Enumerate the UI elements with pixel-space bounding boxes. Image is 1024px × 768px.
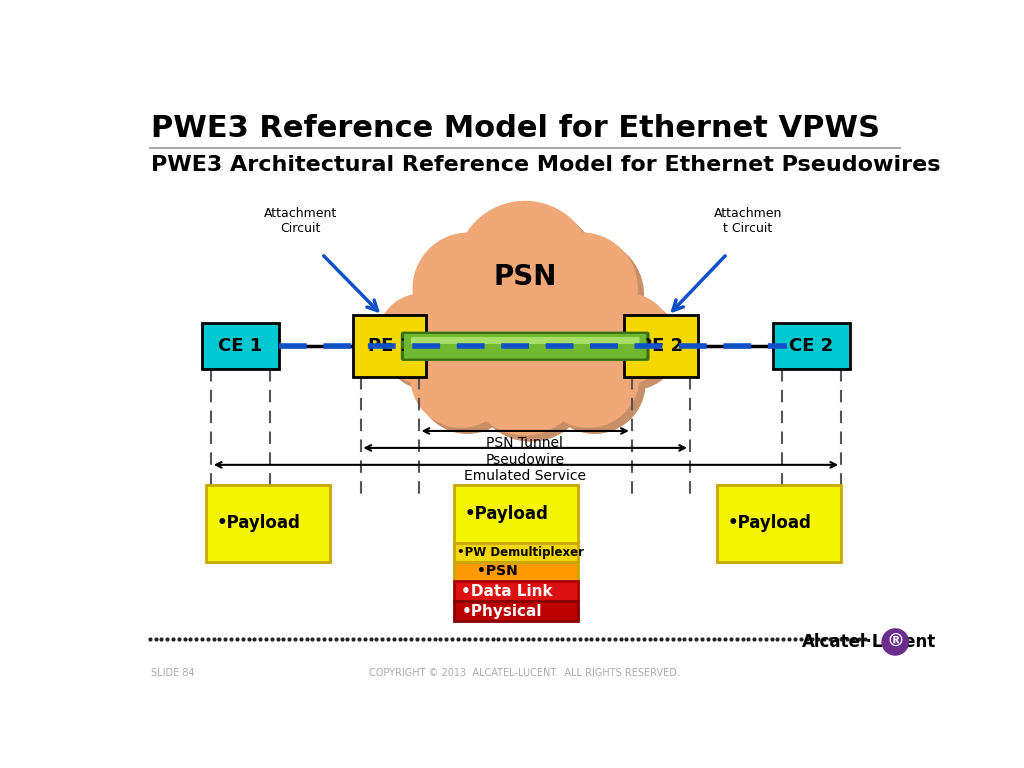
- Circle shape: [378, 294, 467, 383]
- FancyBboxPatch shape: [454, 562, 578, 581]
- FancyBboxPatch shape: [624, 316, 697, 377]
- Text: Emulated Service: Emulated Service: [464, 469, 586, 484]
- FancyBboxPatch shape: [454, 485, 578, 543]
- Circle shape: [535, 293, 630, 389]
- Circle shape: [428, 248, 549, 368]
- Text: Pseudowire: Pseudowire: [485, 452, 564, 466]
- Circle shape: [538, 327, 639, 427]
- Circle shape: [467, 319, 583, 435]
- FancyBboxPatch shape: [773, 323, 850, 369]
- Circle shape: [473, 326, 589, 441]
- Circle shape: [583, 294, 672, 383]
- Circle shape: [431, 293, 527, 389]
- Text: •PSN: •PSN: [477, 564, 517, 578]
- Text: •Payload: •Payload: [728, 515, 812, 532]
- Text: PSN: PSN: [494, 263, 556, 291]
- FancyBboxPatch shape: [202, 323, 280, 369]
- FancyBboxPatch shape: [717, 485, 841, 562]
- Circle shape: [544, 333, 645, 433]
- Circle shape: [882, 629, 908, 655]
- Text: Alcatel·Lucent: Alcatel·Lucent: [802, 633, 937, 651]
- Text: COPYRIGHT © 2013  ALCATEL-LUCENT.  ALL RIGHTS RESERVED.: COPYRIGHT © 2013 ALCATEL-LUCENT. ALL RIG…: [370, 668, 680, 678]
- Circle shape: [425, 287, 521, 382]
- Circle shape: [508, 254, 629, 374]
- FancyBboxPatch shape: [411, 337, 640, 344]
- Text: PE 1: PE 1: [368, 337, 412, 356]
- Text: SLIDE 84: SLIDE 84: [152, 668, 195, 678]
- Text: PE 2: PE 2: [639, 337, 683, 356]
- Text: PWE3 Architectural Reference Model for Ethernet Pseudowires: PWE3 Architectural Reference Model for E…: [152, 155, 941, 175]
- Circle shape: [414, 233, 524, 344]
- Circle shape: [502, 248, 623, 368]
- Circle shape: [384, 300, 474, 389]
- Circle shape: [420, 239, 531, 350]
- Circle shape: [531, 239, 643, 350]
- Circle shape: [461, 260, 589, 386]
- Text: •PW Demultiplexer: •PW Demultiplexer: [458, 546, 585, 559]
- Text: •Payload: •Payload: [464, 505, 548, 523]
- Circle shape: [525, 233, 637, 344]
- Text: Attachment
Circuit: Attachment Circuit: [263, 207, 337, 234]
- FancyBboxPatch shape: [400, 332, 649, 361]
- Text: •Data Link: •Data Link: [461, 584, 553, 598]
- Text: ®: ®: [886, 633, 904, 651]
- FancyBboxPatch shape: [454, 581, 578, 601]
- FancyBboxPatch shape: [454, 601, 578, 621]
- Text: •Payload: •Payload: [216, 515, 300, 532]
- Text: •Physical: •Physical: [461, 604, 542, 619]
- Circle shape: [589, 300, 678, 389]
- Circle shape: [411, 327, 512, 427]
- Circle shape: [528, 287, 624, 382]
- FancyBboxPatch shape: [403, 334, 646, 359]
- Text: PSN Tunnel: PSN Tunnel: [486, 435, 563, 449]
- Circle shape: [434, 254, 555, 374]
- FancyBboxPatch shape: [206, 485, 330, 562]
- Circle shape: [463, 207, 599, 343]
- Circle shape: [457, 201, 593, 337]
- FancyBboxPatch shape: [352, 316, 426, 377]
- Text: CE 2: CE 2: [790, 337, 834, 356]
- Text: PWE3 Reference Model for Ethernet VPWS: PWE3 Reference Model for Ethernet VPWS: [152, 114, 881, 143]
- Circle shape: [417, 333, 518, 433]
- Text: CE 1: CE 1: [218, 337, 262, 356]
- Text: Attachmen
t Circuit: Attachmen t Circuit: [714, 207, 782, 234]
- FancyBboxPatch shape: [454, 543, 578, 562]
- Circle shape: [467, 266, 595, 392]
